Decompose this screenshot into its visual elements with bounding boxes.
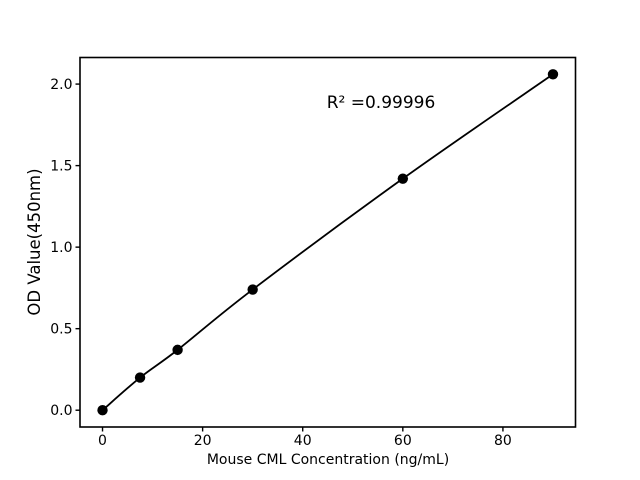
data-point [97, 405, 108, 416]
y-tick-label: 1.0 [50, 240, 72, 256]
x-tick-label: 80 [494, 433, 512, 449]
x-tick-label: 0 [98, 433, 107, 449]
fit-line [101, 73, 554, 412]
y-tick-label: 0.5 [50, 322, 72, 338]
data-point [134, 372, 146, 383]
x-tick-label: 60 [394, 433, 412, 449]
plot-area [79, 56, 577, 428]
x-tick-label: 20 [194, 433, 212, 449]
y-tick-label: 2.0 [50, 77, 72, 93]
r-squared-annotation: R² =0.99996 [327, 93, 436, 113]
x-tick-label: 40 [294, 433, 312, 449]
x-axis-label: Mouse CML Concentration (ng/mL) [207, 452, 449, 468]
y-tick-label: 0.0 [50, 403, 72, 419]
data-point [172, 344, 183, 356]
y-tick-label: 1.5 [50, 159, 72, 175]
plot-generated-layer: 0 20 40 60 80 0.0 0.5 1.0 1.5 2.0 [50, 56, 577, 449]
data-point [247, 284, 258, 295]
data-point [397, 173, 409, 184]
y-axis-label: OD Value(450nm) [25, 168, 44, 315]
data-point [547, 69, 559, 80]
